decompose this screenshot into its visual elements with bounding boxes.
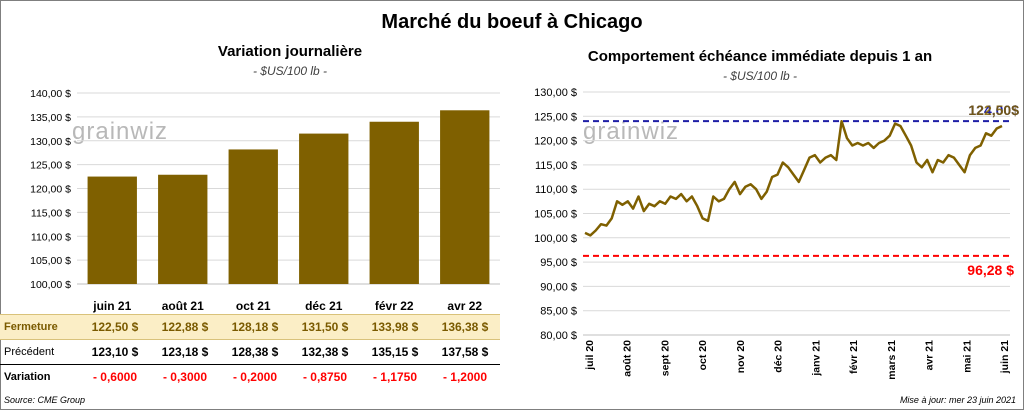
y-tick-label: 130,00 $ bbox=[534, 87, 577, 99]
y-tick-label: 80,00 $ bbox=[540, 330, 577, 342]
table-cell: 123,10 $ bbox=[91, 345, 139, 359]
right-chart-title: Comportement échéance immédiate depuis 1… bbox=[587, 48, 933, 65]
x-tick-label: avr 22 bbox=[447, 299, 482, 313]
table-cell: 132,38 $ bbox=[301, 345, 349, 359]
row-label: Fermeture bbox=[0, 314, 80, 340]
x-tick-label: août 20 bbox=[622, 340, 634, 377]
table-cell: 135,15 $ bbox=[371, 345, 419, 359]
y-tick-label: 125,00 $ bbox=[30, 160, 71, 172]
y-tick-label: 140,00 $ bbox=[30, 88, 71, 100]
bar bbox=[299, 133, 349, 284]
row-label: Précédent bbox=[4, 346, 55, 358]
table-cell: 122,88 $ bbox=[150, 314, 220, 340]
y-tick-label: 110,00 $ bbox=[31, 231, 71, 243]
y-tick-label: 115,00 $ bbox=[31, 207, 71, 219]
table-cell: 137,58 $ bbox=[441, 345, 489, 359]
y-tick-label: 85,00 $ bbox=[540, 306, 577, 318]
row-label: Variation bbox=[0, 364, 80, 389]
table-cell: - 0,3000 bbox=[150, 364, 220, 389]
x-tick-label: sept 20 bbox=[659, 340, 671, 376]
y-tick-label: 135,00 $ bbox=[30, 112, 71, 124]
right-line-chart: 80,00 $ 85,00 $ 90,00 $ 95,00 $ 100,00 $ 105,… bbox=[534, 87, 1019, 380]
left-chart-title: Variation journalière bbox=[217, 43, 363, 60]
y-tick-label: 115,00 $ bbox=[535, 160, 577, 172]
table-cell: - 0,2000 bbox=[220, 364, 290, 389]
x-tick-label: déc 21 bbox=[305, 299, 343, 313]
table-cell: - 0,8750 bbox=[290, 364, 360, 389]
x-tick-label: juin 21 bbox=[999, 340, 1011, 374]
table-cell: 131,50 $ bbox=[290, 314, 360, 340]
table-cell: 123,18 $ bbox=[161, 345, 209, 359]
y-tick-label: 100,00 $ bbox=[534, 233, 577, 245]
right-chart-unit: - $US/100 lb - bbox=[722, 69, 798, 83]
bar bbox=[87, 176, 137, 284]
y-tick-label: 105,00 $ bbox=[534, 209, 577, 221]
updated-note: Mise à jour: mer 23 juin 2021 bbox=[899, 395, 1016, 405]
y-tick-label: 105,00 $ bbox=[30, 255, 71, 267]
y-tick-label: 110,00 $ bbox=[535, 184, 577, 196]
bar bbox=[369, 121, 419, 284]
current-value-label: 122,50$ bbox=[968, 102, 1019, 118]
x-tick-label: juin 21 bbox=[92, 299, 131, 313]
y-tick-label: 95,00 $ bbox=[540, 257, 577, 269]
y-tick-label: 130,00 $ bbox=[30, 136, 71, 148]
y-tick-label: 100,00 $ bbox=[30, 279, 71, 291]
table-cell: 133,98 $ bbox=[360, 314, 430, 340]
table-cell: 128,38 $ bbox=[231, 345, 279, 359]
low-value-label: 96,28 $ bbox=[967, 262, 1014, 278]
table-cell: 122,50 $ bbox=[80, 314, 150, 340]
table-row-fermeture: Fermeture 122,50 $ 122,88 $ 128,18 $ 131… bbox=[0, 314, 500, 340]
table-cell: - 0,6000 bbox=[80, 364, 150, 389]
x-tick-label: août 21 bbox=[162, 299, 204, 313]
x-tick-label: nov 20 bbox=[735, 340, 747, 373]
x-tick-label: oct 20 bbox=[697, 340, 709, 371]
y-tick-label: 125,00 $ bbox=[534, 111, 577, 123]
bar bbox=[440, 110, 490, 285]
x-tick-label: juil 20 bbox=[584, 340, 596, 371]
x-tick-label: déc 20 bbox=[773, 340, 785, 373]
x-tick-label: avr 21 bbox=[924, 340, 936, 371]
x-tick-label: févr 22 bbox=[375, 299, 414, 313]
x-tick-label: févr 21 bbox=[848, 340, 860, 374]
x-tick-label: mars 21 bbox=[886, 340, 898, 380]
table-cell: - 1,1750 bbox=[360, 364, 430, 389]
x-tick-label: oct 21 bbox=[236, 299, 271, 313]
bar bbox=[158, 174, 208, 284]
source-note: Source: CME Group bbox=[4, 395, 86, 405]
table-cell: 136,38 $ bbox=[430, 314, 500, 340]
left-chart-unit: - $US/100 lb - bbox=[252, 64, 328, 78]
y-tick-label: 120,00 $ bbox=[30, 184, 71, 196]
high-value-label: 124,00$ bbox=[968, 102, 1019, 118]
bar bbox=[228, 149, 278, 284]
x-tick-label: mai 21 bbox=[961, 340, 973, 373]
left-bar-chart: 100,00 $ 105,00 $ 110,00 $ 115,00 $ 120,00 $… bbox=[30, 88, 500, 313]
x-tick-label: janv 21 bbox=[810, 340, 822, 377]
table-cell: - 1,2000 bbox=[430, 364, 500, 389]
y-tick-label: 90,00 $ bbox=[540, 281, 577, 293]
y-tick-label: 120,00 $ bbox=[534, 136, 577, 148]
table-row-variation: Variation - 0,6000 - 0,3000 - 0,2000 - 0… bbox=[0, 364, 500, 389]
price-line bbox=[584, 119, 1003, 237]
table-cell: 128,18 $ bbox=[220, 314, 290, 340]
table-row-precedent: Précédent 123,10 $ 123,18 $ 128,38 $ 132… bbox=[0, 340, 500, 365]
main-title: Marché du boeuf à Chicago bbox=[381, 11, 643, 33]
data-table: Fermeture 122,50 $ 122,88 $ 128,18 $ 131… bbox=[0, 314, 500, 389]
